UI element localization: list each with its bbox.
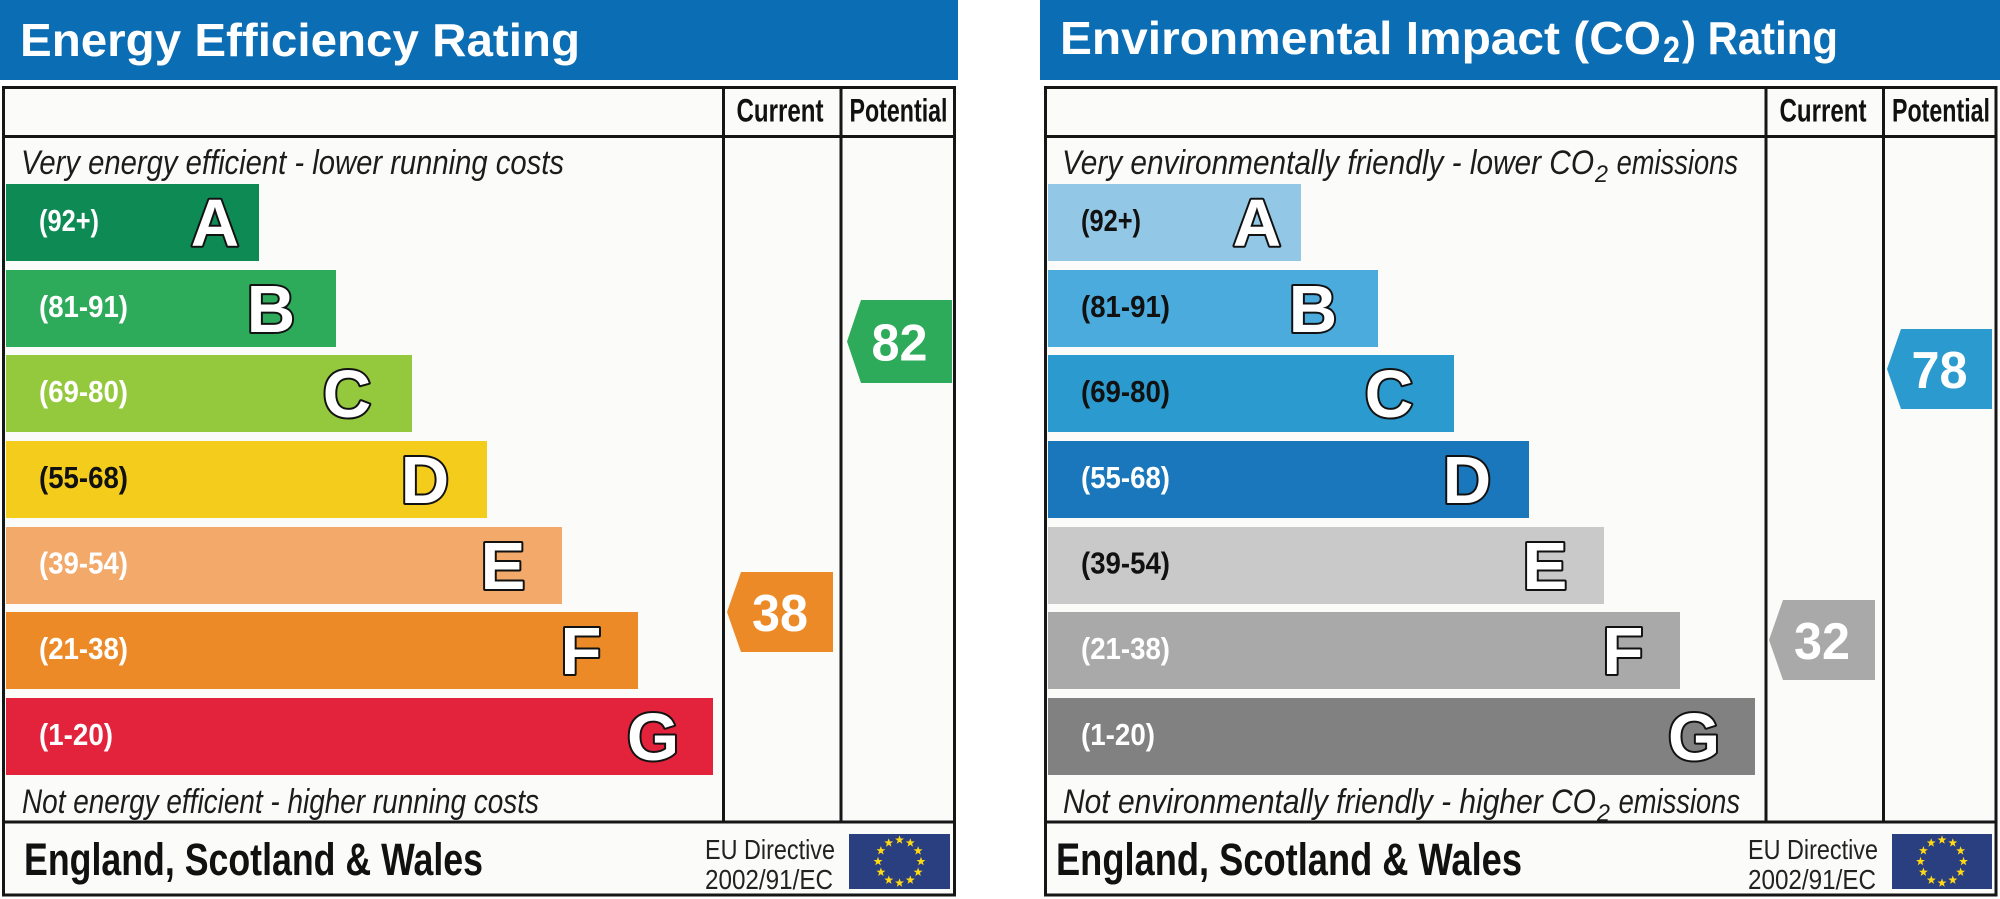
svg-text:G: G xyxy=(627,700,679,775)
svg-text:Environmental Impact (CO: Environmental Impact (CO xyxy=(1060,12,1661,64)
svg-text:emissions: emissions xyxy=(1611,783,1740,821)
svg-text:A: A xyxy=(191,186,239,261)
svg-text:(81-91): (81-91) xyxy=(39,289,128,324)
svg-text:(21-38): (21-38) xyxy=(1081,631,1170,666)
svg-text:(1-20): (1-20) xyxy=(1081,717,1155,752)
svg-text:(39-54): (39-54) xyxy=(1081,546,1170,581)
svg-text:EU Directive: EU Directive xyxy=(705,834,835,865)
svg-text:C: C xyxy=(1365,357,1413,432)
svg-text:E: E xyxy=(481,529,526,604)
svg-text:Potential: Potential xyxy=(850,93,948,129)
svg-text:D: D xyxy=(1443,443,1491,518)
svg-text:(69-80): (69-80) xyxy=(1081,374,1170,409)
svg-text:Energy Efficiency Rating: Energy Efficiency Rating xyxy=(20,14,580,66)
svg-text:78: 78 xyxy=(1912,342,1968,400)
svg-text:Potential: Potential xyxy=(1892,93,1990,129)
svg-text:2: 2 xyxy=(1596,800,1610,827)
svg-text:D: D xyxy=(401,443,449,518)
svg-text:A: A xyxy=(1233,186,1281,261)
svg-text:England, Scotland & Wales: England, Scotland & Wales xyxy=(24,834,483,885)
svg-text:(92+): (92+) xyxy=(39,203,99,238)
svg-text:(55-68): (55-68) xyxy=(1081,460,1170,495)
svg-text:2: 2 xyxy=(1594,161,1608,188)
svg-text:E: E xyxy=(1523,529,1568,604)
svg-text:Very energy efficient - lower: Very energy efficient - lower running co… xyxy=(21,144,564,182)
svg-text:) Rating: ) Rating xyxy=(1682,12,1838,64)
svg-text:(21-38): (21-38) xyxy=(39,631,128,666)
svg-text:B: B xyxy=(1289,272,1337,347)
svg-text:2: 2 xyxy=(1663,29,1680,70)
svg-text:B: B xyxy=(247,272,295,347)
svg-text:Current: Current xyxy=(1780,93,1867,129)
svg-text:38: 38 xyxy=(752,585,808,643)
svg-text:emissions: emissions xyxy=(1609,144,1738,182)
svg-text:G: G xyxy=(1668,700,1720,775)
svg-text:Current: Current xyxy=(737,93,824,129)
svg-text:2002/91/EC: 2002/91/EC xyxy=(705,864,833,895)
svg-text:(1-20): (1-20) xyxy=(39,717,113,752)
svg-text:England, Scotland & Wales: England, Scotland & Wales xyxy=(1056,834,1522,885)
svg-text:EU Directive: EU Directive xyxy=(1748,834,1878,865)
svg-text:F: F xyxy=(1603,614,1644,689)
svg-text:Not energy efficient - higher: Not energy efficient - higher running co… xyxy=(22,783,539,821)
svg-text:C: C xyxy=(323,357,371,432)
svg-text:Very environmentally friendly: Very environmentally friendly - lower CO xyxy=(1062,144,1594,182)
svg-text:(39-54): (39-54) xyxy=(39,546,128,581)
svg-text:(81-91): (81-91) xyxy=(1081,289,1170,324)
svg-text:(69-80): (69-80) xyxy=(39,374,128,409)
svg-text:32: 32 xyxy=(1794,613,1850,671)
svg-text:Not environmentally friendly -: Not environmentally friendly - higher CO xyxy=(1063,783,1596,821)
svg-text:(55-68): (55-68) xyxy=(39,460,128,495)
svg-text:2002/91/EC: 2002/91/EC xyxy=(1748,864,1876,895)
svg-text:82: 82 xyxy=(872,315,928,373)
svg-text:F: F xyxy=(561,614,602,689)
svg-text:(92+): (92+) xyxy=(1081,203,1141,238)
